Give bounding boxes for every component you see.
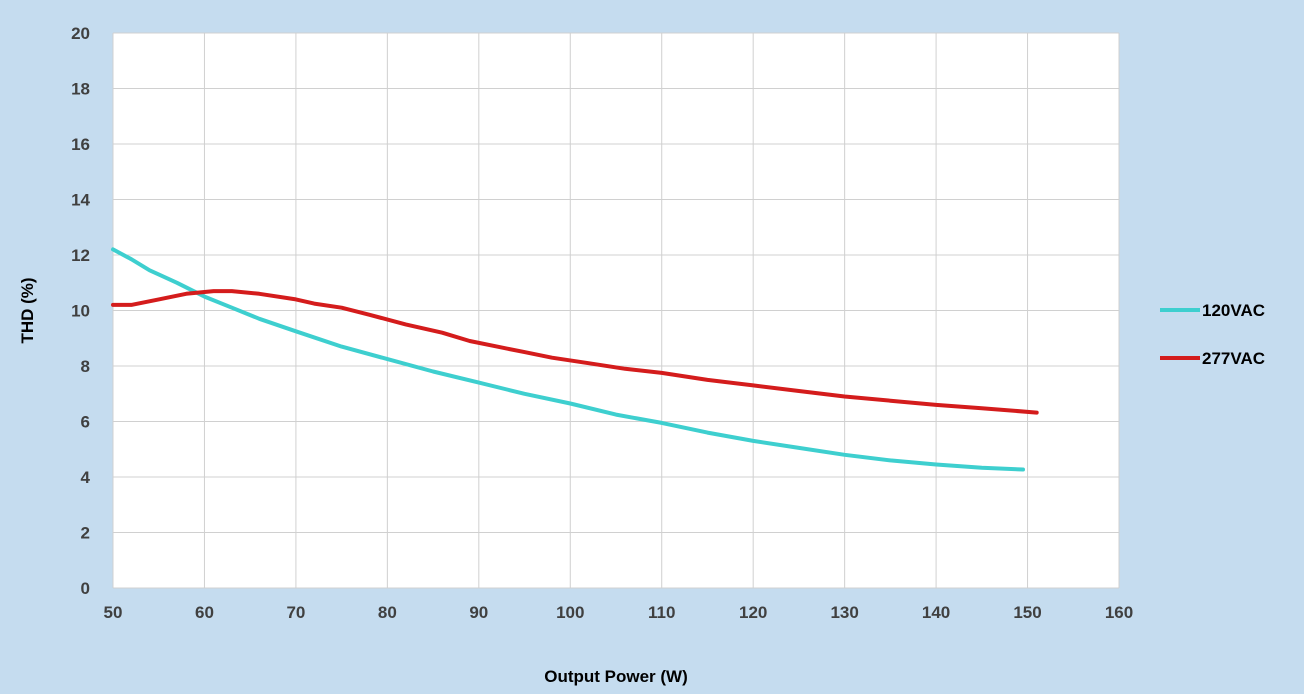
y-tick-label: 4 <box>81 468 91 487</box>
x-axis-title: Output Power (W) <box>544 667 688 686</box>
x-tick-labels: 50 60 70 80 90 100 110 120 130 140 150 160 <box>104 603 1134 622</box>
series-line-277vac <box>111 289 1039 415</box>
x-tick-label: 110 <box>648 603 675 622</box>
y-tick-label: 16 <box>71 135 90 154</box>
y-tick-label: 6 <box>81 413 90 432</box>
x-tick-label: 70 <box>286 603 305 622</box>
y-tick-label: 0 <box>81 579 90 598</box>
x-tick-label: 120 <box>739 603 767 622</box>
x-tick-label: 100 <box>556 603 584 622</box>
x-tick-label: 90 <box>469 603 488 622</box>
series-lines <box>111 247 1039 472</box>
x-tick-label: 150 <box>1013 603 1041 622</box>
x-tick-label: 140 <box>922 603 950 622</box>
y-tick-label: 12 <box>71 246 90 265</box>
y-tick-label: 10 <box>71 302 90 321</box>
y-tick-labels: 0 2 4 6 8 10 12 14 16 18 20 <box>71 24 90 598</box>
x-tick-label: 60 <box>195 603 214 622</box>
legend: 120VAC 277VAC <box>1160 301 1265 368</box>
x-tick-label: 80 <box>378 603 397 622</box>
y-tick-label: 14 <box>71 191 90 210</box>
series-line-120vac <box>111 247 1025 472</box>
x-tick-label: 160 <box>1105 603 1133 622</box>
legend-label-120vac: 120VAC <box>1202 301 1265 320</box>
y-tick-label: 20 <box>71 24 90 43</box>
grid-lines <box>112 32 1120 589</box>
y-tick-label: 18 <box>71 80 90 99</box>
y-tick-label: 8 <box>81 357 90 376</box>
y-axis-title: THD (%) <box>18 277 37 343</box>
y-tick-label: 2 <box>81 524 90 543</box>
x-tick-label: 130 <box>830 603 858 622</box>
legend-label-277vac: 277VAC <box>1202 349 1265 368</box>
x-tick-label: 50 <box>104 603 123 622</box>
